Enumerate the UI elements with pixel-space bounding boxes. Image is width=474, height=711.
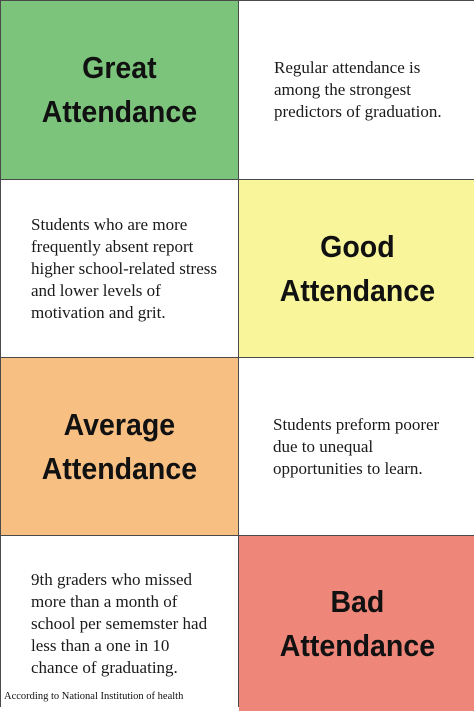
heading-line-1: Great (82, 50, 157, 85)
bad-attendance-text: 9th graders who missed more than a month… (31, 569, 208, 677)
average-attendance-box: Average Attendance (1, 358, 238, 535)
heading-line-1: Average (63, 406, 176, 442)
average-attendance-text: Students preform poorer due to unequal o… (273, 414, 440, 478)
average-attendance-text-box: Students preform poorer due to unequal o… (239, 358, 474, 535)
bad-attendance-box: Bad Attendance (239, 536, 474, 711)
heading-line-2: Attendance (279, 627, 436, 663)
great-attendance-box: Great Attendance (1, 1, 238, 179)
great-attendance-text: Regular attendance is among the stronges… (274, 58, 442, 121)
bad-attendance-text-box: 9th graders who missed more than a month… (1, 536, 238, 711)
average-attendance-heading: Average Attendance (42, 403, 197, 491)
heading-line-2: Attendance (279, 272, 436, 308)
bad-attendance-heading: Bad Attendance (280, 580, 435, 668)
heading-line-2: Attendance (41, 450, 198, 486)
good-attendance-text: Students who are more frequently absent … (31, 214, 217, 322)
great-attendance-heading: Great Attendance (42, 46, 197, 134)
good-attendance-text-box: Students who are more frequently absent … (1, 180, 238, 357)
heading-line-1: Bad (330, 583, 385, 619)
source-footnote: According to National Institution of hea… (4, 691, 184, 702)
great-attendance-text-box: Regular attendance is among the stronges… (239, 1, 474, 179)
heading-line-2: Attendance (41, 94, 198, 129)
heading-line-1: Good (320, 228, 395, 264)
good-attendance-box: Good Attendance (239, 180, 474, 357)
good-attendance-heading: Good Attendance (280, 225, 435, 313)
